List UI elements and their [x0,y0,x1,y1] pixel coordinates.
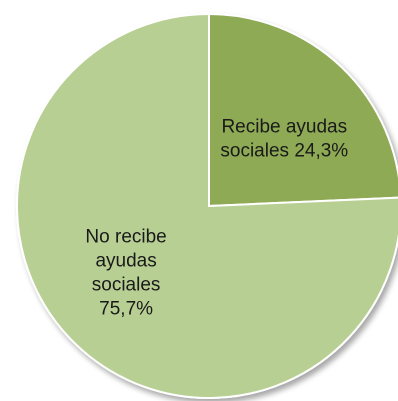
pie-slice-1 [208,12,398,208]
pie-slice-label-line: sociales 24,3% [220,141,348,162]
pie-slices [16,12,398,399]
pie-slice-label-line: Recibe ayudas [221,117,347,138]
pie-slice-label-line: No recibe [85,226,166,247]
pie-slice-label-line: 75,7% [99,298,153,319]
pie-slice-2 [16,12,398,399]
pie-slice-label-2: No recibe ayudas sociales 75,7% [85,226,166,319]
pie-slice-label-1: Recibe ayudas sociales 24,3% [220,117,348,162]
pie-labels: Recibe ayudas sociales 24,3% No recibe ayud… [85,117,348,320]
pie-slice-label-line: ayudas [95,250,156,271]
pie-slice-label-line: sociales [92,274,161,295]
